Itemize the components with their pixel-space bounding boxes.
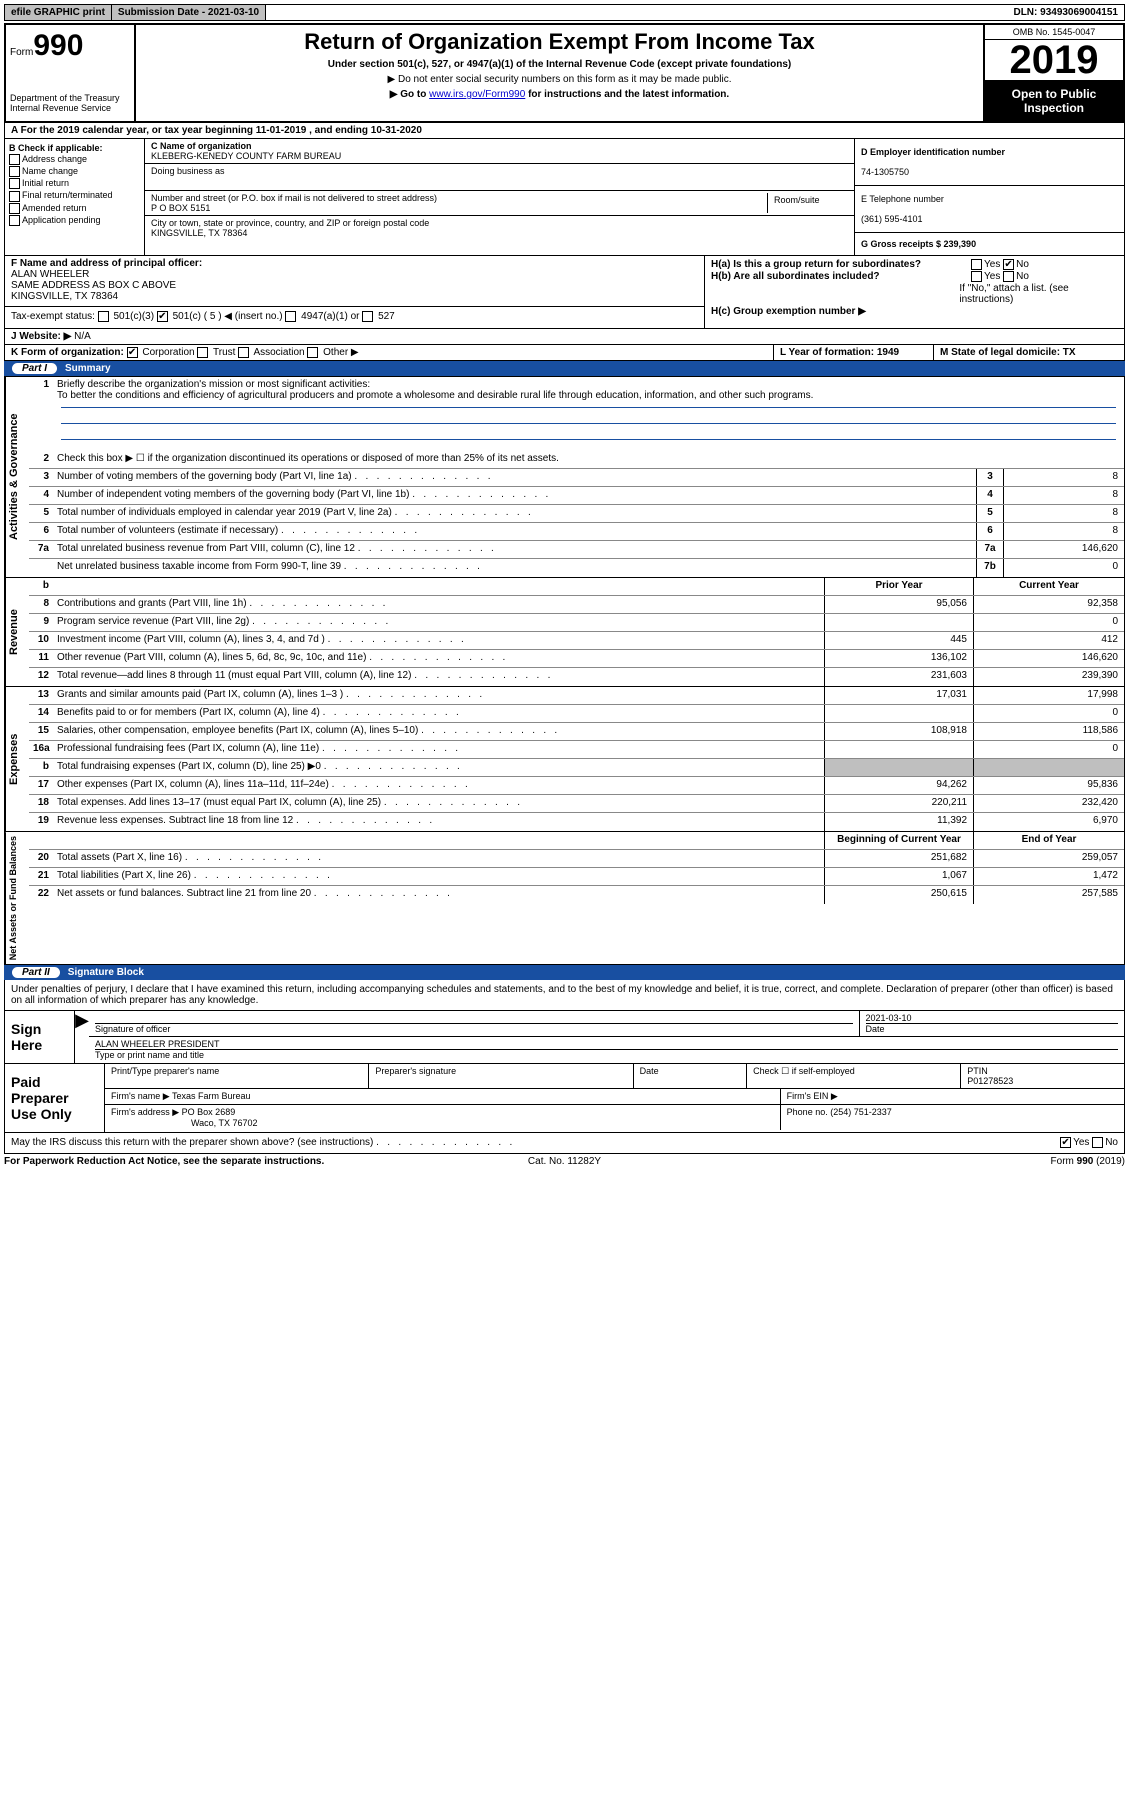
summary-netassets: Net Assets or Fund Balances Beginning of…: [4, 832, 1125, 965]
dept-label: Department of the Treasury Internal Reve…: [10, 93, 130, 113]
ein-value: 74-1305750: [861, 167, 909, 177]
col-b: B Check if applicable: Address change Na…: [5, 139, 145, 255]
dln-label: DLN: 93493069004151: [1007, 5, 1124, 20]
open-public-badge: Open to Public Inspection: [985, 81, 1123, 121]
paid-preparer-label: Paid Preparer Use Only: [5, 1064, 105, 1132]
row-j: J Website: ▶ N/A: [4, 329, 1125, 345]
part1-header: Part I Summary: [4, 361, 1125, 376]
city-state-zip: KINGSVILLE, TX 78364: [151, 228, 247, 238]
mission-text: To better the conditions and efficiency …: [57, 390, 813, 401]
signature-block: Under penalties of perjury, I declare th…: [4, 980, 1125, 1153]
vtab-expenses: Expenses: [5, 687, 29, 831]
top-bar: efile GRAPHIC print Submission Date - 20…: [4, 4, 1125, 21]
col-c: C Name of organization KLEBERG-KENEDY CO…: [145, 139, 854, 255]
summary-revenue: Revenue b Prior Year Current Year 8Contr…: [4, 578, 1125, 687]
vtab-governance: Activities & Governance: [5, 377, 29, 577]
section-fh: F Name and address of principal officer:…: [4, 256, 1125, 329]
submission-date-button[interactable]: Submission Date - 2021-03-10: [112, 5, 266, 20]
row-k: K Form of organization: ✔ Corporation Tr…: [4, 345, 1125, 361]
phone-value: (361) 595-4101: [861, 214, 923, 224]
note-ssn: ▶ Do not enter social security numbers o…: [144, 74, 975, 85]
section-bcd: B Check if applicable: Address change Na…: [4, 139, 1125, 256]
vtab-revenue: Revenue: [5, 578, 29, 686]
part2-header: Part II Signature Block: [4, 965, 1125, 980]
col-f: F Name and address of principal officer:…: [5, 256, 704, 328]
gross-receipts: G Gross receipts $ 239,390: [861, 239, 976, 249]
form-subtitle: Under section 501(c), 527, or 4947(a)(1)…: [144, 59, 975, 70]
penalty-text: Under penalties of perjury, I declare th…: [5, 980, 1124, 1010]
form-title: Return of Organization Exempt From Incom…: [144, 29, 975, 55]
row-a: A For the 2019 calendar year, or tax yea…: [4, 123, 1125, 139]
sign-here-label: Sign Here: [5, 1011, 75, 1063]
org-name: KLEBERG-KENEDY COUNTY FARM BUREAU: [151, 151, 341, 161]
tax-year: 2019: [985, 40, 1123, 81]
form-number: Form990: [10, 29, 130, 63]
irs-link[interactable]: www.irs.gov/Form990: [429, 89, 525, 100]
street-address: P O BOX 5151: [151, 203, 210, 213]
vtab-netassets: Net Assets or Fund Balances: [5, 832, 29, 964]
efile-print-button[interactable]: efile GRAPHIC print: [5, 5, 112, 20]
summary-expenses: Expenses 13Grants and similar amounts pa…: [4, 687, 1125, 832]
form-header: Form990 Department of the Treasury Inter…: [4, 23, 1125, 123]
col-h: H(a) Is this a group return for subordin…: [704, 256, 1124, 328]
page-footer: For Paperwork Reduction Act Notice, see …: [4, 1156, 1125, 1167]
note-link: ▶ Go to www.irs.gov/Form990 for instruct…: [144, 89, 975, 100]
col-d: D Employer identification number 74-1305…: [854, 139, 1124, 255]
summary-governance: Activities & Governance 1 Briefly descri…: [4, 376, 1125, 578]
